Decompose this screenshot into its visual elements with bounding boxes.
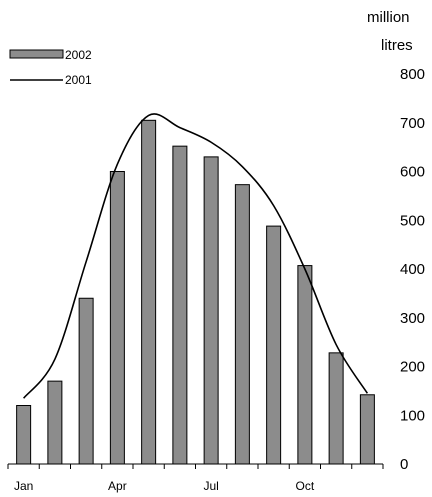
x-tick-label-apr: Apr xyxy=(108,479,127,493)
bar-may xyxy=(141,119,157,465)
x-tick-label-oct: Oct xyxy=(296,479,315,493)
bar-dec xyxy=(359,394,375,465)
legend: 2002 2001 xyxy=(9,48,92,87)
bar-apr xyxy=(109,171,125,465)
x-tick-label-jan: Jan xyxy=(14,479,33,493)
bar-jun xyxy=(172,145,188,465)
bar-jan xyxy=(16,405,32,465)
y-tick-label-800: 800 xyxy=(400,66,425,83)
bar-sep xyxy=(266,225,282,465)
y-tick-label-0: 0 xyxy=(400,456,408,473)
x-tick-labels: Jan Apr Jul Oct xyxy=(14,479,315,493)
bar-mar xyxy=(78,297,94,465)
legend-swatch-2002 xyxy=(9,49,64,59)
bar-feb xyxy=(47,380,63,465)
legend-label-2001: 2001 xyxy=(65,73,92,87)
y-axis-label-line1: million xyxy=(367,9,410,26)
y-tick-label-700: 700 xyxy=(400,115,425,132)
legend-label-2002: 2002 xyxy=(65,48,92,62)
bar-aug xyxy=(234,184,250,465)
bars-2002 xyxy=(16,119,375,465)
bar-nov xyxy=(328,352,344,465)
bar-jul xyxy=(203,156,219,465)
y-tick-label-600: 600 xyxy=(400,164,425,181)
line-2001 xyxy=(23,113,369,399)
x-tick-label-jul: Jul xyxy=(203,479,218,493)
y-tick-labels: 0 100 200 300 400 500 600 700 800 xyxy=(400,66,425,473)
y-axis-label-line2: litres xyxy=(381,37,413,54)
y-tick-label-200: 200 xyxy=(400,359,425,376)
y-tick-label-100: 100 xyxy=(400,407,425,424)
y-tick-label-400: 400 xyxy=(400,261,425,278)
y-tick-label-500: 500 xyxy=(400,212,425,229)
bar-oct xyxy=(297,265,313,465)
x-ticks xyxy=(7,464,384,469)
y-tick-label-300: 300 xyxy=(400,310,425,327)
